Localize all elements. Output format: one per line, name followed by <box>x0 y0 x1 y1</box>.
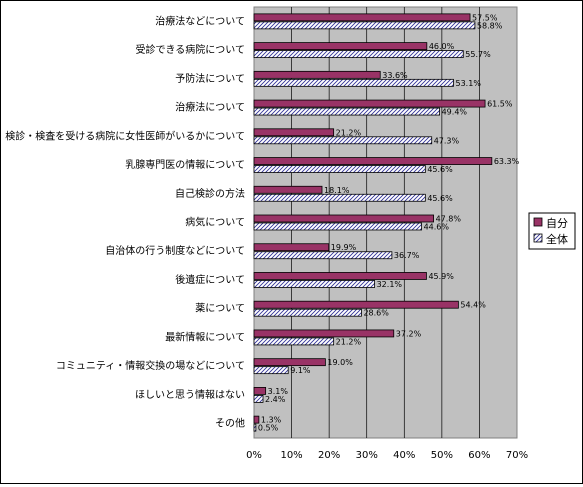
bar-all <box>253 280 376 288</box>
category-label: その他 <box>215 417 245 430</box>
x-tick-label: 60% <box>468 450 490 461</box>
data-label-self: 61.5% <box>487 100 513 109</box>
category-label: 受診できる病院について <box>136 43 246 56</box>
data-label-self: 46.0% <box>429 42 455 51</box>
bars: 57.5%58.8% 46.0% 55.7% 33.6% 53.1% 61.5% 49.4%… <box>253 13 520 433</box>
data-label-all: 36.7% <box>394 251 420 260</box>
bar-self <box>253 272 427 280</box>
bar-self <box>253 13 471 22</box>
data-label-self: 3.1% <box>268 387 289 396</box>
data-label-self: 19.9% <box>331 243 357 252</box>
data-label-all: 2.4% <box>265 395 286 404</box>
legend-label-all: 全体 <box>546 232 568 246</box>
x-tick-label: 20% <box>318 450 340 461</box>
bar-all <box>253 222 422 231</box>
bar-all <box>253 423 257 432</box>
data-label-all: 53.1% <box>456 79 482 88</box>
category-label: 検診・検査を受ける病院に女性医師がいるかについて <box>5 129 245 142</box>
category-labels: 治療法などについて受診できる病院について予防法について治療法について検診・検査を… <box>5 14 245 429</box>
data-label-self: 47.8% <box>436 215 462 224</box>
bar-self <box>253 243 330 252</box>
bar-all <box>253 193 426 202</box>
category-label: ほしいと思う情報はない <box>135 388 245 401</box>
category-label: 治療法について <box>175 101 245 114</box>
category-label: 薬について <box>195 303 245 315</box>
x-tick-label: 70% <box>506 450 528 461</box>
bar-self <box>253 99 486 108</box>
x-tick-label: 30% <box>356 450 378 461</box>
data-label-all: 44.6% <box>424 223 450 232</box>
data-label-all: 28.6% <box>363 309 389 318</box>
data-label-all: 21.2% <box>336 337 362 346</box>
x-tick-label: 10% <box>280 450 302 461</box>
bar-self <box>253 300 459 309</box>
gridlines <box>291 7 480 438</box>
category-label: 後遺症について <box>175 273 245 286</box>
category-label: 治療法などについて <box>155 14 245 27</box>
data-label-self: 33.6% <box>382 71 408 80</box>
bar-all <box>253 366 289 375</box>
x-axis-ticks: 0% 10% 20% 30% 40% 50% 60% 70% <box>246 450 528 461</box>
bar-self <box>253 415 260 424</box>
data-label-self: 54.4% <box>460 301 486 310</box>
data-label-all: 47.3% <box>434 136 460 145</box>
legend-swatch-all <box>533 233 543 243</box>
bar-all <box>253 394 264 403</box>
data-label-self: 37.2% <box>396 329 422 338</box>
bar-self <box>253 157 493 165</box>
bar-all <box>253 251 393 260</box>
category-label: コミュニティ・情報交換の場などについて <box>56 359 245 372</box>
bar-all <box>253 78 454 87</box>
legend-swatch-self <box>533 217 543 227</box>
data-label-self: 19.0% <box>327 358 353 367</box>
data-label-self: 63.3% <box>494 157 520 166</box>
bar-all <box>253 21 476 30</box>
bar-self <box>253 214 434 223</box>
bar-self <box>253 128 335 137</box>
bar-self <box>253 185 323 194</box>
category-label: 自治体の行う制度などについて <box>105 244 245 257</box>
bar-all <box>253 165 426 173</box>
data-label-all: 58.8% <box>477 21 503 30</box>
bar-self <box>253 42 428 50</box>
data-label-all: 45.6% <box>427 165 453 174</box>
x-tick-label: 40% <box>393 450 415 461</box>
data-label-self: 1.3% <box>261 416 282 425</box>
bar-all <box>253 50 464 58</box>
category-label: 乳腺専門医の情報について <box>125 158 245 171</box>
data-label-all: 55.7% <box>465 50 491 59</box>
category-label: 自己検診の方法 <box>175 187 245 200</box>
category-label: 最新情報について <box>165 330 245 343</box>
bar-self <box>253 70 381 79</box>
bar-all <box>253 308 362 317</box>
legend-box <box>528 212 576 250</box>
data-label-all: 32.1% <box>377 280 403 289</box>
bar-self <box>253 329 395 338</box>
category-label: 病気について <box>185 216 245 229</box>
data-label-all: 9.1% <box>290 366 311 375</box>
legend-label-self: 自分 <box>546 217 568 230</box>
data-label-self: 57.5% <box>472 13 498 22</box>
data-label-self: 45.9% <box>428 272 454 281</box>
bar-all <box>253 107 441 116</box>
bar-all <box>253 136 433 145</box>
bar-self <box>253 386 267 395</box>
data-label-self: 21.2% <box>336 128 362 137</box>
legend: 自分 全体 <box>528 212 576 250</box>
x-tick-label: 50% <box>431 450 453 461</box>
data-label-all: 49.4% <box>442 108 468 117</box>
data-label-all: 0.5% <box>258 424 279 433</box>
x-tick-label: 0% <box>246 450 262 461</box>
data-label-self: 18.1% <box>324 186 350 195</box>
bar-all <box>253 337 335 346</box>
data-label-all: 45.6% <box>427 194 453 203</box>
plot-area <box>253 6 518 439</box>
bar-self <box>253 358 326 367</box>
category-label: 予防法について <box>175 72 245 85</box>
